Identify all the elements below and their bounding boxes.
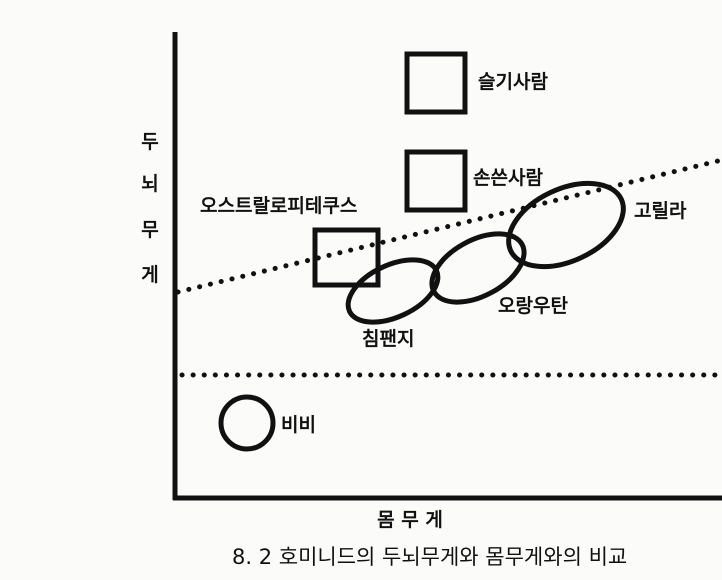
baboon-circle xyxy=(218,394,276,452)
baboon-label: 비비 xyxy=(281,414,316,436)
homo-habilis-label: 손쓴사람 xyxy=(473,167,543,189)
homo-sapiens-square xyxy=(404,51,468,115)
orangutan-label: 오랑우탄 xyxy=(498,295,568,317)
ape-trend-dotted-line xyxy=(175,157,722,295)
figure-caption: 8. 2 호미니드의 두뇌무게와 몸무게와의 비교 xyxy=(232,545,627,569)
homo-habilis-square xyxy=(404,149,468,213)
y-axis-label-char-4: 게 xyxy=(141,264,158,286)
x-axis-label: 몸 무 게 xyxy=(377,509,443,531)
chimpanzee-label: 침팬지 xyxy=(362,328,414,350)
australopithecus-label: 오스트랄로피테쿠스 xyxy=(200,195,357,217)
gorilla-ellipse xyxy=(506,180,626,270)
australopithecus-square xyxy=(312,227,381,288)
chimpanzee-ellipse xyxy=(345,257,441,325)
gorilla-label: 고릴라 xyxy=(634,200,687,222)
y-axis-label-char-3: 무 xyxy=(141,219,158,241)
y-axis-label-char-1: 두 xyxy=(141,131,158,153)
y-axis-label-char-2: 뇌 xyxy=(141,173,158,195)
homo-sapiens-label: 슬기사람 xyxy=(478,71,548,93)
